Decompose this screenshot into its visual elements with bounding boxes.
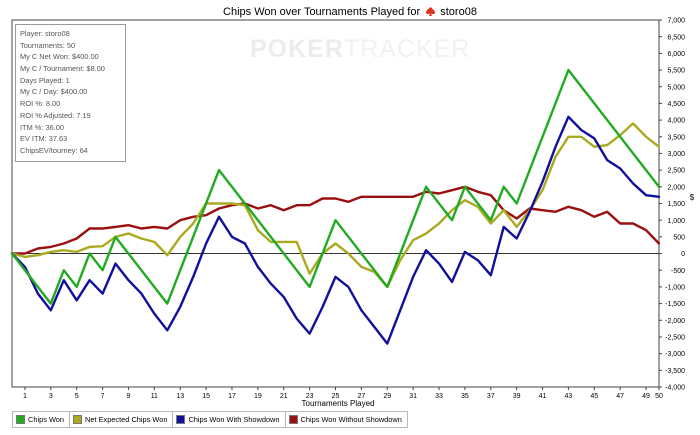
stat-per-day: My C / Day: $400.00 <box>20 87 88 97</box>
series-line-net-expected-chips-won <box>10 122 661 289</box>
x-tick-label: 3 <box>49 393 53 400</box>
x-tick-label: 1 <box>23 393 27 400</box>
x-tick-label: 43 <box>565 393 573 400</box>
x-tick-label: 49 <box>642 393 650 400</box>
x-tick-label: 21 <box>280 393 288 400</box>
y-tick-label: 7,000 <box>667 18 685 25</box>
y-tick-label: 4,500 <box>667 101 685 108</box>
x-tick-label: 17 <box>228 393 236 400</box>
x-tick-label: 33 <box>435 393 443 400</box>
legend-swatch <box>176 415 186 424</box>
y-axis-label: $ <box>690 193 695 202</box>
legend-swatch <box>288 415 298 424</box>
x-tick-label: 37 <box>487 393 495 400</box>
chart-legend: Chips Won Net Expected Chips Won Chips W… <box>12 411 408 428</box>
stat-player: Player: storo08 <box>20 29 70 38</box>
y-tick-label: 4,000 <box>667 118 685 125</box>
legend-label: Chips Won With Showdown <box>188 415 280 424</box>
x-tick-label: 13 <box>176 393 184 400</box>
x-tick-label: 11 <box>151 393 158 400</box>
stat-ev-itm: EV ITM: 37.63 <box>20 134 68 144</box>
y-tick-label: -1,000 <box>665 285 685 292</box>
y-tick-label: 3,500 <box>667 134 685 141</box>
player-stats-box: Player: storo08 Tournaments: 50 My C Net… <box>15 24 126 162</box>
y-axis-ticks: 7,000 6,500 6,000 5,500 5,000 4,500 4,000 3,500… <box>659 18 685 392</box>
spade-icon <box>426 7 436 16</box>
y-tick-label: 6,500 <box>667 34 685 41</box>
series-lines <box>10 68 661 345</box>
y-tick-label: 1,000 <box>667 218 685 225</box>
x-tick-label: 5 <box>75 393 79 400</box>
y-tick-label: -2,500 <box>665 335 685 342</box>
y-tick-label: 2,500 <box>667 168 685 175</box>
x-tick-label: 29 <box>383 393 391 400</box>
x-tick-label: 19 <box>254 393 262 400</box>
y-tick-label: 5,000 <box>667 84 685 91</box>
stat-net-won: My C Net Won: $400.00 <box>20 52 99 62</box>
y-tick-label: -3,000 <box>665 351 685 358</box>
x-tick-label: 7 <box>101 393 105 400</box>
y-tick-label: -3,500 <box>665 368 685 375</box>
y-tick-label: -500 <box>671 268 685 275</box>
x-tick-label: 50 <box>655 393 663 400</box>
legend-label: Chips Won <box>28 415 65 424</box>
x-tick-label: 9 <box>127 393 131 400</box>
title-text: Chips Won over Tournaments Played for <box>223 6 421 18</box>
watermark-part1: POKER <box>250 35 344 63</box>
y-tick-label: 1,500 <box>667 201 685 208</box>
pokertracker-watermark: POKERTRACKER <box>250 35 470 64</box>
x-tick-label: 25 <box>332 393 340 400</box>
legend-item-without-showdown[interactable]: Chips Won Without Showdown <box>286 412 407 427</box>
stat-roi: ROI %: 8.00 <box>20 99 61 109</box>
x-tick-label: 41 <box>539 393 547 400</box>
y-tick-label: -4,000 <box>665 385 685 392</box>
legend-swatch <box>16 415 25 424</box>
x-tick-label: 31 <box>409 393 417 400</box>
stat-tournaments: Tournaments: 50 <box>20 40 76 50</box>
stat-roi-adjusted: ROI % Adjusted: 7.19 <box>20 110 91 120</box>
legend-swatch <box>73 415 83 424</box>
x-tick-label: 23 <box>306 393 314 400</box>
stat-chipsev: ChipsEV/tourney: 64 <box>20 145 88 155</box>
y-tick-label: -1,500 <box>665 301 685 308</box>
series-line-chips-won <box>10 68 661 305</box>
series-line-chips-won-without-showdown <box>10 185 661 255</box>
chart-title: Chips Won over Tournaments Played for st… <box>0 6 700 18</box>
x-axis-ticks: 1 3 5 7 9 11 13 15 17 19 21 23 25 27 29 31 33 35 37 39 41 43 4… <box>23 387 663 400</box>
stat-itm: ITM %: 36.00 <box>20 122 64 132</box>
stat-days-played: Days Played: 1 <box>20 75 70 85</box>
x-tick-label: 47 <box>616 393 624 400</box>
x-tick-label: 27 <box>357 393 365 400</box>
y-tick-label: 6,000 <box>667 51 685 58</box>
y-tick-label: 3,000 <box>667 151 685 158</box>
legend-item-chips-won[interactable]: Chips Won <box>13 412 71 427</box>
y-tick-label: 2,000 <box>667 184 685 191</box>
y-tick-label: -2,000 <box>665 318 685 325</box>
legend-label: Net Expected Chips Won <box>85 415 168 424</box>
stat-per-tournament: My C / Tournament: $8.00 <box>20 64 105 74</box>
x-tick-label: 35 <box>461 393 469 400</box>
player-name: storo08 <box>440 6 477 18</box>
watermark-part2: TRACKER <box>343 35 471 63</box>
x-axis-label: Tournaments Played <box>302 399 375 408</box>
x-tick-label: 45 <box>590 393 598 400</box>
y-tick-label: 500 <box>673 234 685 241</box>
y-tick-label: 5,500 <box>667 68 685 75</box>
x-tick-label: 39 <box>513 393 521 400</box>
legend-item-with-showdown[interactable]: Chips Won With Showdown <box>173 412 286 427</box>
legend-item-net-expected[interactable]: Net Expected Chips Won <box>70 412 174 427</box>
series-line-chips-won-with-showdown <box>10 115 661 345</box>
y-tick-label: 0 <box>681 251 685 258</box>
x-tick-label: 15 <box>202 393 210 400</box>
legend-label: Chips Won Without Showdown <box>300 415 402 424</box>
